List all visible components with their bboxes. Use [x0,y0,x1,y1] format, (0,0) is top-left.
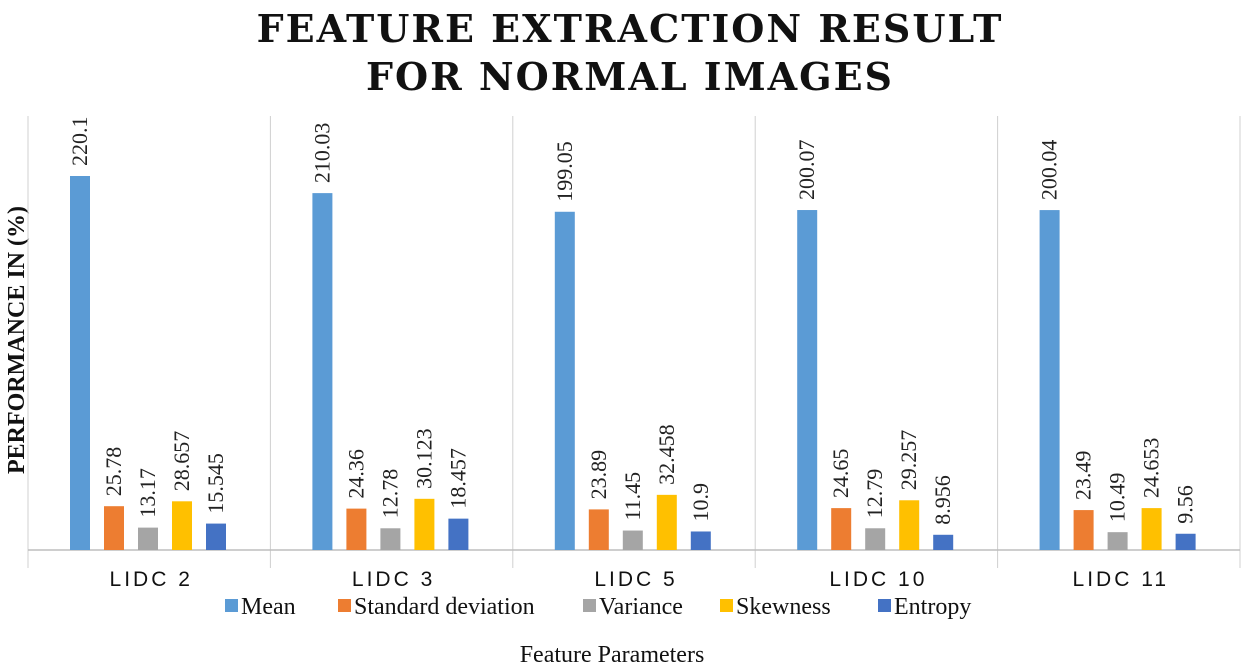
bar-standard-deviation-4 [831,508,852,550]
bar-mean-4 [797,210,818,550]
legend-swatch-skewness [720,599,733,612]
bar-standard-deviation-5 [1073,510,1094,550]
data-label: 23.49 [1071,451,1096,501]
legend-swatch-mean [225,599,238,612]
chart-title-line-2: FOR NORMAL IMAGES [366,54,894,99]
bar-skewness-3 [656,494,677,550]
data-label: 29.257 [896,430,921,491]
bar-skewness-4 [899,500,920,550]
x-axis-label: Feature Parameters [520,642,705,668]
category-tick-label: LIDC 10 [829,568,927,591]
bar-skewness-2 [414,498,435,550]
bar-entropy-5 [1175,533,1196,550]
data-label: 28.657 [169,431,194,492]
data-label: 24.65 [828,449,853,499]
data-label: 24.36 [343,449,368,499]
data-label: 220.1 [67,117,92,167]
data-label: 12.78 [377,469,402,519]
bar-entropy-3 [690,531,711,550]
data-label: 10.49 [1105,473,1130,523]
data-label: 199.05 [552,141,577,202]
bar-standard-deviation-2 [346,508,367,550]
category-tick-label: LIDC 5 [594,568,677,591]
chart-title-line-1: FEATURE EXTRACTION RESULT [257,6,1004,51]
bar-variance-2 [380,528,401,550]
data-label: 24.653 [1139,438,1164,499]
category-tick-label: LIDC 11 [1073,568,1169,591]
legend-label-entropy: Entropy [894,594,971,620]
plot-area: 220.1 25.78 13.17 28.657 15.545 LIDC 2 210.03 2… [27,116,1241,591]
data-label: 15.545 [203,453,228,514]
data-label: 10.9 [688,483,713,522]
legend-swatch-standard-deviation [338,599,351,612]
legend-swatch-entropy [878,599,891,612]
bar-entropy-1 [206,523,226,550]
data-label: 200.04 [1037,140,1062,201]
data-label: 9.56 [1173,485,1198,524]
data-label: 18.457 [445,448,470,509]
legend-label-standard-deviation: Standard deviation [354,594,535,620]
y-axis-label: PERFORMANCE IN (%) [4,206,30,474]
legend-swatch-variance [583,599,596,612]
legend-label-mean: Mean [241,594,296,620]
data-label: 8.956 [930,475,955,525]
data-label: 30.123 [411,428,436,489]
bar-mean-3 [554,211,575,550]
bar-mean-1 [70,176,90,550]
bar-mean-2 [312,193,333,551]
data-label: 12.79 [862,469,887,519]
data-label: 13.17 [135,468,160,518]
bar-standard-deviation-3 [588,509,609,550]
bar-variance-1 [138,527,158,550]
bar-variance-4 [865,528,886,550]
legend: Mean Standard deviation Variance Skewness En… [225,594,971,620]
category-tick-label: LIDC 2 [110,568,193,591]
legend-label-skewness: Skewness [736,594,831,620]
data-label: 25.78 [101,447,126,497]
bar-standard-deviation-1 [104,506,124,550]
bar-variance-3 [622,530,643,550]
data-label: 200.07 [794,140,819,201]
bar-mean-5 [1039,210,1060,551]
bar-variance-5 [1107,532,1128,550]
data-label: 32.458 [654,424,679,485]
category-tick-label: LIDC 3 [352,568,435,591]
bar-entropy-4 [933,534,954,550]
data-label: 210.03 [309,123,334,184]
legend-label-variance: Variance [599,594,683,620]
bar-entropy-2 [448,518,469,550]
data-label: 23.89 [586,450,611,500]
bar-skewness-1 [172,501,192,550]
data-label: 11.45 [620,472,645,521]
bar-skewness-5 [1141,508,1162,550]
